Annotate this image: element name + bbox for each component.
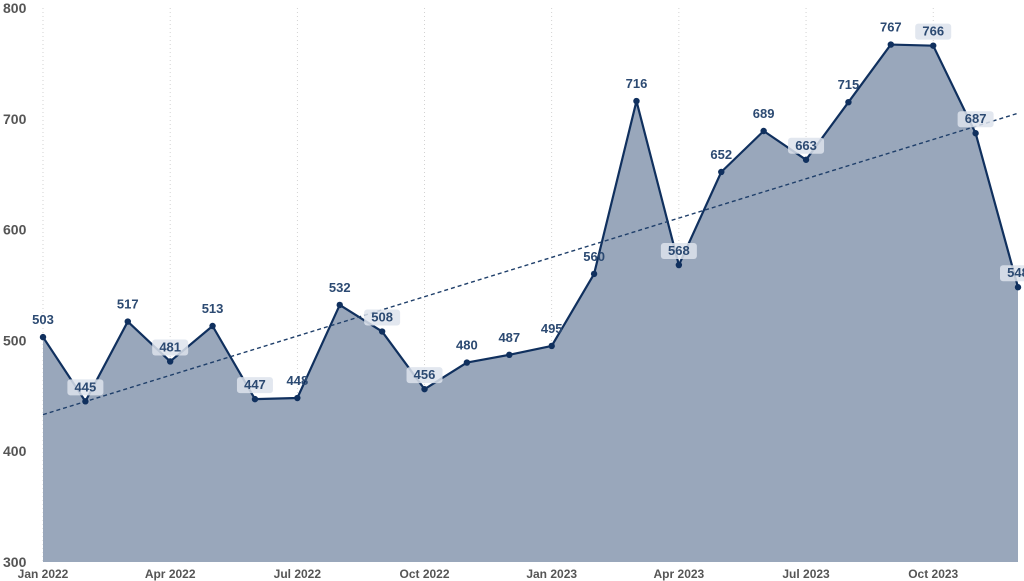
- data-label: 503: [32, 312, 54, 327]
- data-label: 456: [414, 367, 436, 382]
- data-label-bg: [152, 339, 189, 356]
- area-fill: [43, 44, 1018, 562]
- data-point: [845, 98, 852, 106]
- data-label: 687: [965, 111, 987, 126]
- x-tick-label: Apr 2023: [654, 567, 705, 581]
- data-label: 445: [75, 379, 97, 394]
- data-point: [590, 270, 598, 278]
- trend-layer: [42, 112, 1019, 416]
- data-label-bg: [660, 243, 697, 260]
- label-layer: 503 445 517 481 513 447 448 532 508 456 480 487 495 5…: [32, 20, 1024, 396]
- data-label: 481: [159, 339, 181, 354]
- data-label: 652: [710, 147, 732, 162]
- data-label: 508: [371, 310, 393, 325]
- data-point: [802, 156, 810, 163]
- data-point: [39, 333, 47, 341]
- data-label-bg: [67, 379, 104, 396]
- data-point: [1014, 284, 1022, 291]
- data-point: [548, 342, 555, 350]
- x-axis-ticks: Jan 2022 Apr 2022 Jul 2022 Oct 2022 Jan 2023…: [18, 567, 959, 581]
- data-label: 495: [541, 321, 563, 336]
- x-tick-label: Oct 2023: [908, 567, 958, 581]
- data-point: [972, 130, 979, 137]
- data-label-bg: [788, 137, 825, 154]
- y-tick-label: 400: [3, 443, 27, 459]
- data-point: [463, 359, 471, 366]
- y-tick-label: 600: [3, 222, 27, 238]
- data-label-bg: [406, 367, 443, 384]
- y-tick-label: 500: [3, 332, 27, 348]
- y-tick-label: 800: [3, 0, 27, 16]
- data-label: 532: [329, 280, 351, 295]
- area-layer: [42, 43, 1020, 562]
- data-label: 548: [1007, 265, 1024, 280]
- trend-line: [42, 112, 1019, 416]
- data-label: 767: [880, 20, 902, 35]
- data-point: [930, 42, 937, 49]
- x-tick-label: Jan 2022: [18, 567, 69, 581]
- data-point: [124, 318, 131, 325]
- y-axis-ticks: 300 400 500 600 700 800: [3, 0, 27, 570]
- data-point: [506, 351, 513, 359]
- data-point: [887, 41, 895, 48]
- data-label: 487: [498, 330, 520, 345]
- data-label: 715: [838, 77, 860, 92]
- data-point: [633, 97, 640, 105]
- data-label: 766: [922, 24, 944, 39]
- data-label: 716: [626, 76, 648, 91]
- data-label: 560: [583, 249, 605, 264]
- data-point: [166, 358, 174, 365]
- data-point: [421, 385, 428, 393]
- data-point: [718, 168, 725, 176]
- x-tick-label: Apr 2022: [145, 567, 196, 581]
- x-tick-label: Jan 2023: [526, 567, 577, 581]
- x-tick-label: Oct 2022: [399, 567, 449, 581]
- data-label-bg: [364, 309, 401, 326]
- data-label-bg: [957, 111, 994, 128]
- data-point: [82, 398, 89, 405]
- data-point: [760, 127, 767, 135]
- data-point: [378, 328, 386, 335]
- x-tick-label: Jul 2023: [782, 567, 830, 581]
- data-label: 480: [456, 338, 478, 353]
- data-label-bg: [236, 377, 273, 394]
- y-tick-label: 300: [3, 554, 27, 570]
- point-layer: [39, 41, 1022, 405]
- data-label: 447: [244, 377, 266, 392]
- data-label: 448: [286, 373, 308, 388]
- data-point: [209, 322, 216, 330]
- data-label: 513: [202, 301, 224, 316]
- data-point: [251, 395, 259, 403]
- series-line: [42, 43, 1020, 403]
- y-tick-label: 700: [3, 111, 27, 127]
- x-tick-label: Jul 2022: [274, 567, 322, 581]
- data-point: [336, 301, 343, 309]
- data-label: 568: [668, 243, 690, 258]
- data-point: [675, 261, 683, 269]
- data-label: 517: [117, 297, 139, 312]
- data-label-bg: [1000, 265, 1024, 282]
- data-label: 689: [753, 106, 775, 121]
- data-point: [294, 394, 301, 402]
- data-label: 663: [795, 138, 817, 153]
- data-label-bg: [915, 23, 952, 40]
